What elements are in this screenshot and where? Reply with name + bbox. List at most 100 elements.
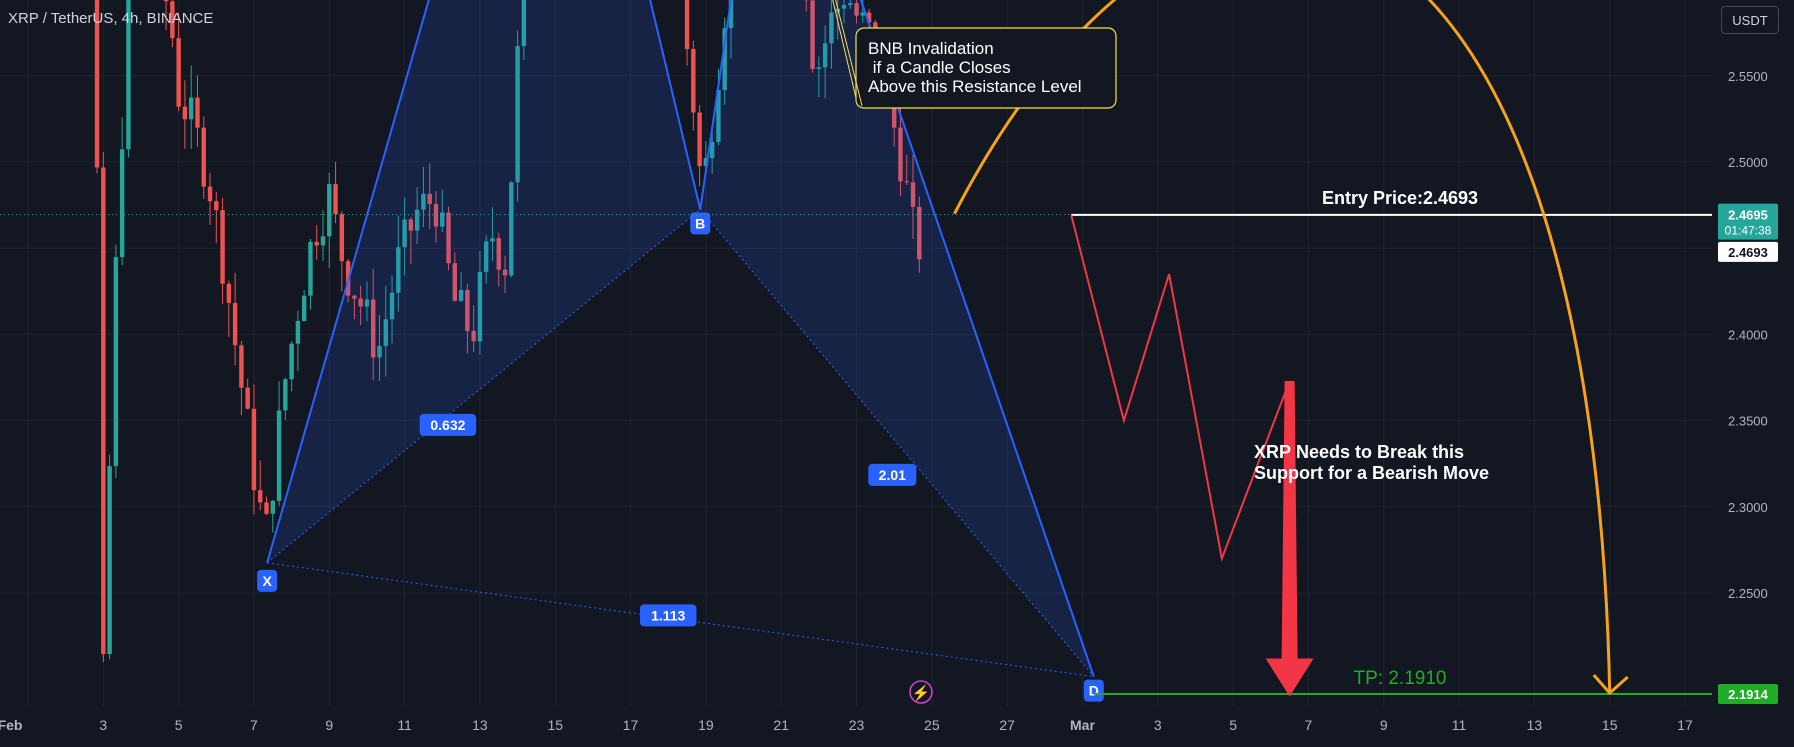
time-tick-label: 25 bbox=[924, 717, 940, 733]
ratio-label-text: 0.632 bbox=[430, 417, 465, 433]
candle-body bbox=[315, 242, 319, 246]
symbol-title: XRP / TetherUS, 4h, BINANCE bbox=[8, 10, 213, 27]
ratio-label-text: 1.113 bbox=[651, 607, 685, 623]
entry-axis-tag: 2.4693 bbox=[1718, 242, 1778, 262]
take-profit-axis-tag: 2.1914 bbox=[1718, 684, 1778, 704]
text-line: if a Candle Closes bbox=[868, 58, 1011, 77]
text-line: Above this Resistance Level bbox=[868, 77, 1082, 96]
candle bbox=[101, 152, 105, 662]
candle bbox=[227, 281, 231, 337]
bearish-down-arrow bbox=[1266, 381, 1314, 696]
time-tick-label: 17 bbox=[1677, 717, 1693, 733]
time-tick-label: 23 bbox=[849, 717, 865, 733]
candle-body bbox=[258, 490, 262, 502]
pattern-point-x: X bbox=[257, 570, 277, 592]
price-tick-label: 2.5500 bbox=[1728, 69, 1768, 84]
ratio-label: 2.01 bbox=[868, 464, 916, 486]
candle-body bbox=[321, 236, 325, 245]
pattern-point-d-text: D bbox=[1089, 683, 1099, 699]
candle-body bbox=[252, 409, 256, 490]
candle bbox=[214, 192, 218, 243]
time-tick-label: 13 bbox=[472, 717, 488, 733]
entry-label: Entry Price:2.4693 bbox=[1322, 188, 1478, 208]
text-line: BNB Invalidation bbox=[868, 39, 994, 58]
candle bbox=[315, 225, 319, 259]
candle-body bbox=[327, 184, 331, 236]
candle-body bbox=[239, 345, 243, 387]
candle-body bbox=[271, 501, 275, 514]
candle bbox=[220, 198, 224, 304]
time-tick-label: 7 bbox=[1305, 717, 1313, 733]
time-tick-label: 27 bbox=[999, 717, 1015, 733]
ratio-label: 0.632 bbox=[420, 414, 477, 436]
candle bbox=[233, 273, 237, 366]
candle-body bbox=[333, 184, 337, 214]
pattern-point-b-text: B bbox=[695, 215, 705, 231]
candle bbox=[327, 172, 331, 268]
price-tick-label: 2.2500 bbox=[1728, 586, 1768, 601]
candle-body bbox=[114, 257, 118, 466]
pattern-triangle-xab bbox=[267, 0, 700, 563]
candle bbox=[189, 66, 193, 149]
candle bbox=[195, 75, 199, 146]
candle bbox=[321, 210, 325, 261]
time-tick-label: 19 bbox=[698, 717, 714, 733]
candle-body bbox=[697, 113, 701, 167]
pattern-point-b: B bbox=[690, 212, 710, 234]
time-tick-label: 5 bbox=[1229, 717, 1237, 733]
time-tick-label: 3 bbox=[1154, 717, 1162, 733]
take-profit-label: TP: 2.1910 bbox=[1354, 668, 1447, 689]
take-profit-axis-tag-text: 2.1914 bbox=[1728, 687, 1769, 702]
candle-body bbox=[233, 303, 237, 345]
candle bbox=[252, 384, 256, 514]
candle-body bbox=[107, 466, 111, 654]
candle-body bbox=[264, 502, 268, 514]
candle-body bbox=[208, 187, 212, 202]
currency-unit-button[interactable]: USDT bbox=[1721, 6, 1779, 34]
ratio-label: 1.113 bbox=[640, 604, 697, 626]
time-tick-label: 7 bbox=[250, 717, 258, 733]
time-tick-label: Feb bbox=[0, 717, 22, 733]
candle bbox=[245, 379, 249, 410]
time-tick-label: 9 bbox=[1380, 717, 1388, 733]
candle-body bbox=[176, 38, 180, 107]
candle bbox=[289, 341, 293, 391]
candle bbox=[208, 173, 212, 225]
candle bbox=[697, 105, 701, 186]
price-tick-label: 2.4000 bbox=[1728, 327, 1768, 342]
candle bbox=[258, 460, 262, 510]
candle bbox=[283, 377, 287, 420]
candle bbox=[202, 116, 206, 198]
candle-body bbox=[183, 107, 187, 120]
candle bbox=[107, 455, 111, 660]
candle-body bbox=[873, 22, 877, 28]
flash-icon[interactable]: ⚡ bbox=[910, 681, 932, 703]
text-line: XRP Needs to Break this bbox=[1254, 442, 1464, 462]
price-tick-label: 2.5000 bbox=[1728, 155, 1768, 170]
candle-body bbox=[101, 167, 105, 654]
candle bbox=[691, 41, 695, 131]
price-tick-label: 2.3500 bbox=[1728, 414, 1768, 429]
candle-body bbox=[220, 210, 224, 284]
candle-body bbox=[289, 344, 293, 380]
candle bbox=[114, 245, 118, 478]
candle bbox=[308, 239, 312, 310]
candle bbox=[120, 117, 124, 265]
candle-countdown: 01:47:38 bbox=[1725, 224, 1772, 238]
price-axis[interactable]: 2.25002.30002.35002.40002.45002.50002.55… bbox=[1712, 0, 1794, 742]
candle-body bbox=[302, 296, 306, 321]
candle bbox=[176, 13, 180, 112]
candle bbox=[340, 211, 344, 291]
time-tick-label: 17 bbox=[623, 717, 639, 733]
time-tick-label: 15 bbox=[547, 717, 563, 733]
candle bbox=[277, 381, 281, 506]
time-tick-label: 9 bbox=[325, 717, 333, 733]
candle-body bbox=[202, 128, 206, 187]
time-tick-label: Mar bbox=[1070, 717, 1095, 733]
